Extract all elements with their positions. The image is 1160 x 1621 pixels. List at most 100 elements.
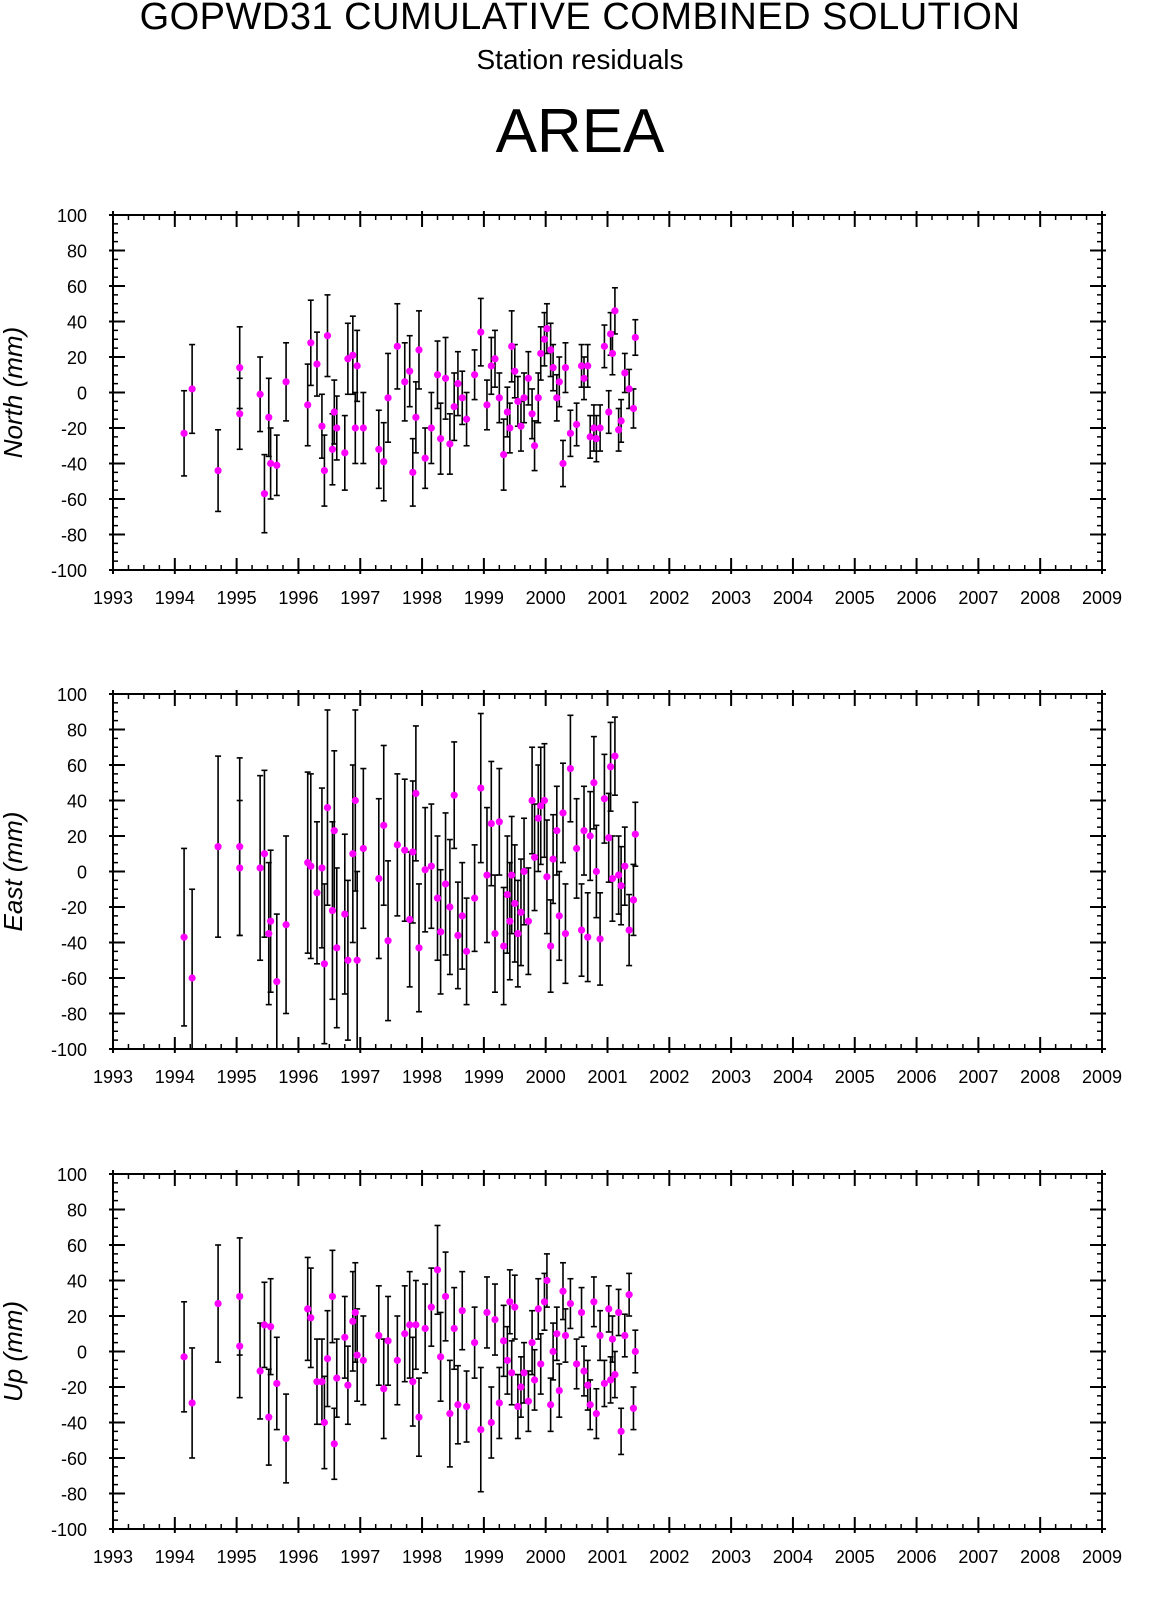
- north-data-point: [514, 397, 522, 405]
- north-x-tick-label: 1999: [464, 588, 504, 608]
- north-x-tick-label: 1995: [217, 588, 257, 608]
- north-y-tick-label: 0: [77, 384, 87, 404]
- north-data-point: [450, 403, 458, 411]
- east-data-point: [409, 848, 417, 856]
- east-data-point: [349, 850, 357, 858]
- up-data-point: [265, 1413, 273, 1421]
- east-data-point: [514, 930, 522, 938]
- east-data-point: [600, 795, 609, 803]
- up-y-tick-label: 80: [67, 1201, 87, 1221]
- up-x-tick-label: 2008: [1020, 1547, 1060, 1567]
- up-data-point: [236, 1342, 244, 1350]
- north-y-tick-label: 80: [67, 242, 87, 262]
- east-data-point: [592, 867, 600, 876]
- up-x-tick-label: 2007: [958, 1547, 998, 1567]
- east-data-point: [454, 931, 462, 939]
- north-data-point: [524, 374, 532, 382]
- up-y-tick-label: -40: [61, 1414, 87, 1434]
- east-data-point: [353, 956, 361, 964]
- east-y-tick-label: 80: [67, 721, 87, 741]
- north-data-point: [491, 355, 499, 363]
- up-data-point: [401, 1330, 409, 1338]
- up-data-point: [517, 1383, 525, 1391]
- up-data-point: [412, 1321, 420, 1329]
- up-data-point: [454, 1401, 462, 1409]
- east-data-point: [318, 864, 326, 872]
- east-data-point: [344, 956, 352, 964]
- up-data-point: [180, 1353, 188, 1361]
- up-data-point: [530, 1376, 539, 1384]
- east-data-point: [608, 875, 617, 883]
- up-data-point: [511, 1303, 519, 1311]
- north-data-point: [320, 467, 328, 475]
- up-data-point: [600, 1379, 609, 1388]
- east-data-point: [534, 814, 542, 822]
- north-x-tick-label: 2002: [649, 588, 689, 608]
- north-data-point: [256, 390, 264, 398]
- up-y-tick-label: -100: [51, 1520, 87, 1540]
- up-y-tick-label: 100: [57, 1165, 87, 1185]
- up-data-point: [409, 1378, 417, 1386]
- east-data-point: [320, 960, 328, 968]
- east-data-point: [584, 933, 592, 941]
- up-data-point: [605, 1305, 613, 1313]
- north-data-point: [477, 328, 485, 336]
- east-data-point: [540, 796, 549, 805]
- east-data-point: [412, 789, 420, 797]
- east-y-tick-label: -80: [61, 1005, 87, 1025]
- east-data-point: [433, 894, 442, 902]
- east-x-tick-label: 2000: [526, 1067, 566, 1087]
- east-data-point: [437, 928, 445, 936]
- north-data-point: [267, 459, 275, 468]
- up-data-point: [406, 1321, 414, 1329]
- east-data-point: [506, 917, 514, 925]
- north-data-point: [566, 429, 575, 437]
- east-data-point: [401, 846, 409, 854]
- east-data-point: [629, 896, 638, 904]
- north-data-point: [304, 401, 312, 409]
- up-data-point: [608, 1335, 617, 1343]
- north-y-tick-label: 40: [67, 313, 87, 333]
- up-data-point: [359, 1356, 367, 1364]
- north-data-point: [580, 374, 588, 382]
- up-x-tick-label: 2006: [897, 1547, 937, 1567]
- east-x-tick-label: 2005: [835, 1067, 875, 1087]
- north-data-point: [631, 333, 639, 342]
- north-data-point: [511, 367, 519, 375]
- north-x-tick-label: 2001: [587, 588, 627, 608]
- up-data-point: [375, 1331, 383, 1340]
- north-data-point: [307, 339, 315, 347]
- east-y-tick-label: -20: [61, 898, 87, 918]
- up-data-point: [415, 1413, 423, 1421]
- north-data-point: [349, 351, 357, 359]
- east-x-tick-label: 2004: [773, 1067, 813, 1087]
- up-data-point: [318, 1378, 326, 1386]
- north-data-point: [313, 360, 321, 368]
- north-x-tick-label: 2005: [835, 588, 875, 608]
- up-data-point: [483, 1308, 491, 1317]
- north-y-tick-label: -100: [51, 561, 87, 581]
- north-data-point: [421, 454, 429, 462]
- up-x-tick-label: 2009: [1082, 1547, 1122, 1567]
- north-data-point: [265, 413, 273, 421]
- east-data-point: [462, 947, 471, 955]
- east-y-tick-label: 100: [57, 685, 87, 705]
- north-data-point: [359, 424, 367, 432]
- north-x-tick-label: 1996: [278, 588, 318, 608]
- up-data-point: [450, 1324, 458, 1333]
- east-y-tick-label: -100: [51, 1040, 87, 1060]
- east-data-point: [351, 796, 359, 805]
- north-data-point: [615, 426, 623, 434]
- east-x-tick-label: 2008: [1020, 1067, 1060, 1087]
- north-residual-chart: 1993 1994 1995 1996 1997 1998 1999 2000 2001 2002…: [0, 206, 1122, 608]
- north-x-tick-label: 2000: [526, 588, 566, 608]
- up-data-point: [549, 1347, 557, 1356]
- east-data-point: [265, 930, 273, 938]
- north-y-tick-label: 20: [67, 348, 87, 368]
- east-y-tick-label: 20: [67, 827, 87, 847]
- east-data-point: [421, 866, 429, 874]
- north-data-point: [427, 424, 435, 432]
- east-data-point: [446, 903, 454, 911]
- east-data-point: [495, 818, 503, 826]
- east-data-point: [380, 821, 388, 829]
